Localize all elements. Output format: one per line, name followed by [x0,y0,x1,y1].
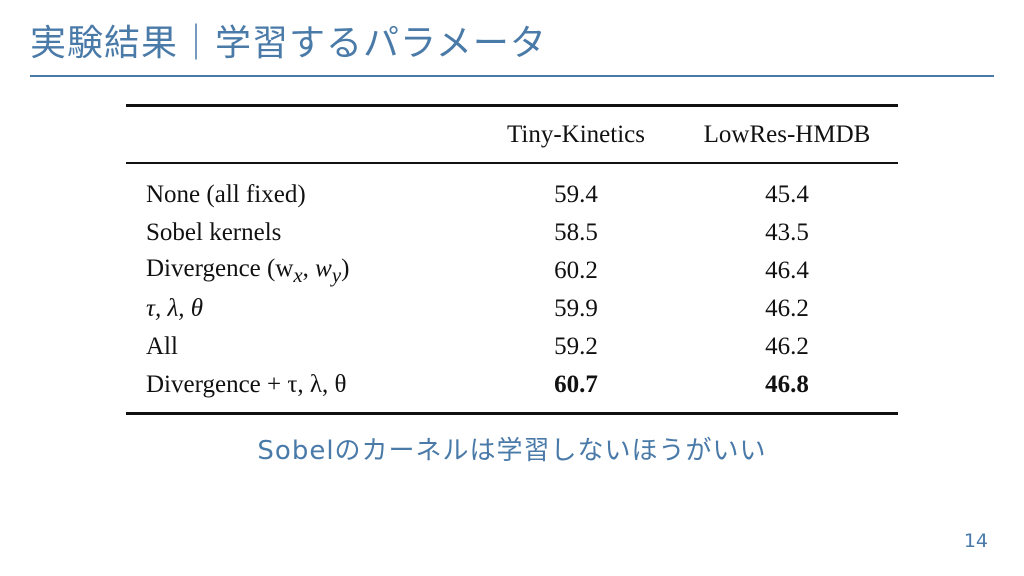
row-method: None (all fixed) [146,181,306,208]
math-comma: , [302,254,316,282]
row-method-divergence: Divergence (wx, wy) [126,252,476,290]
row-tiny-kinetics: 58.5 [554,219,598,246]
table-header-row: Tiny-Kinetics LowRes-HMDB [126,105,898,164]
math-w: w [315,254,332,282]
header-tiny-kinetics: Tiny-Kinetics [507,120,645,148]
row-method: All [146,333,178,360]
slide-title: 実験結果｜学習するパラメータ [30,23,547,64]
row-lowres-hmdb: 46.8 [765,371,809,398]
row-method: Divergence (w [146,254,294,282]
table-row: Divergence + τ, λ, θ 60.7 46.8 [126,366,898,414]
row-method: Divergence + τ, λ, θ [146,371,347,398]
page-number: 14 [963,530,988,552]
row-tiny-kinetics: 60.7 [554,371,598,398]
row-lowres-hmdb: 45.4 [765,181,809,208]
row-lowres-hmdb: 43.5 [765,219,809,246]
table-body: None (all fixed) 59.4 45.4 Sobel kernels… [126,163,898,414]
row-tiny-kinetics: 59.4 [554,181,598,208]
slide-caption: Sobelのカーネルは学習しないほうがいい [257,436,767,466]
math-sub-y: y [331,262,342,287]
results-table: Tiny-Kinetics LowRes-HMDB None (all fixe… [126,104,898,415]
header-lowres-hmdb: LowRes-HMDB [703,120,871,148]
title-divider [30,75,994,77]
row-tiny-kinetics: 59.2 [554,333,598,360]
header-method [126,106,476,164]
math-sub-x: x [293,262,303,287]
row-tiny-kinetics: 59.9 [554,295,598,322]
table-row: None (all fixed) 59.4 45.4 [126,163,898,214]
table-row: All 59.2 46.2 [126,328,898,366]
math-w-y: wy [315,254,341,287]
row-lowres-hmdb: 46.2 [765,295,809,322]
row-tiny-kinetics: 60.2 [554,257,598,284]
table-header: Tiny-Kinetics LowRes-HMDB [126,105,898,164]
row-method: Sobel kernels [146,219,282,246]
math-close: ) [341,254,350,282]
table-row: Divergence (wx, wy) 60.2 46.4 [126,252,898,290]
table-row: Sobel kernels 58.5 43.5 [126,214,898,252]
table-row: τ, λ, θ 59.9 46.2 [126,290,898,328]
math-w-x: x [293,255,302,287]
row-lowres-hmdb: 46.2 [765,333,809,360]
row-lowres-hmdb: 46.4 [765,257,809,284]
row-method: τ, λ, θ [146,295,204,322]
